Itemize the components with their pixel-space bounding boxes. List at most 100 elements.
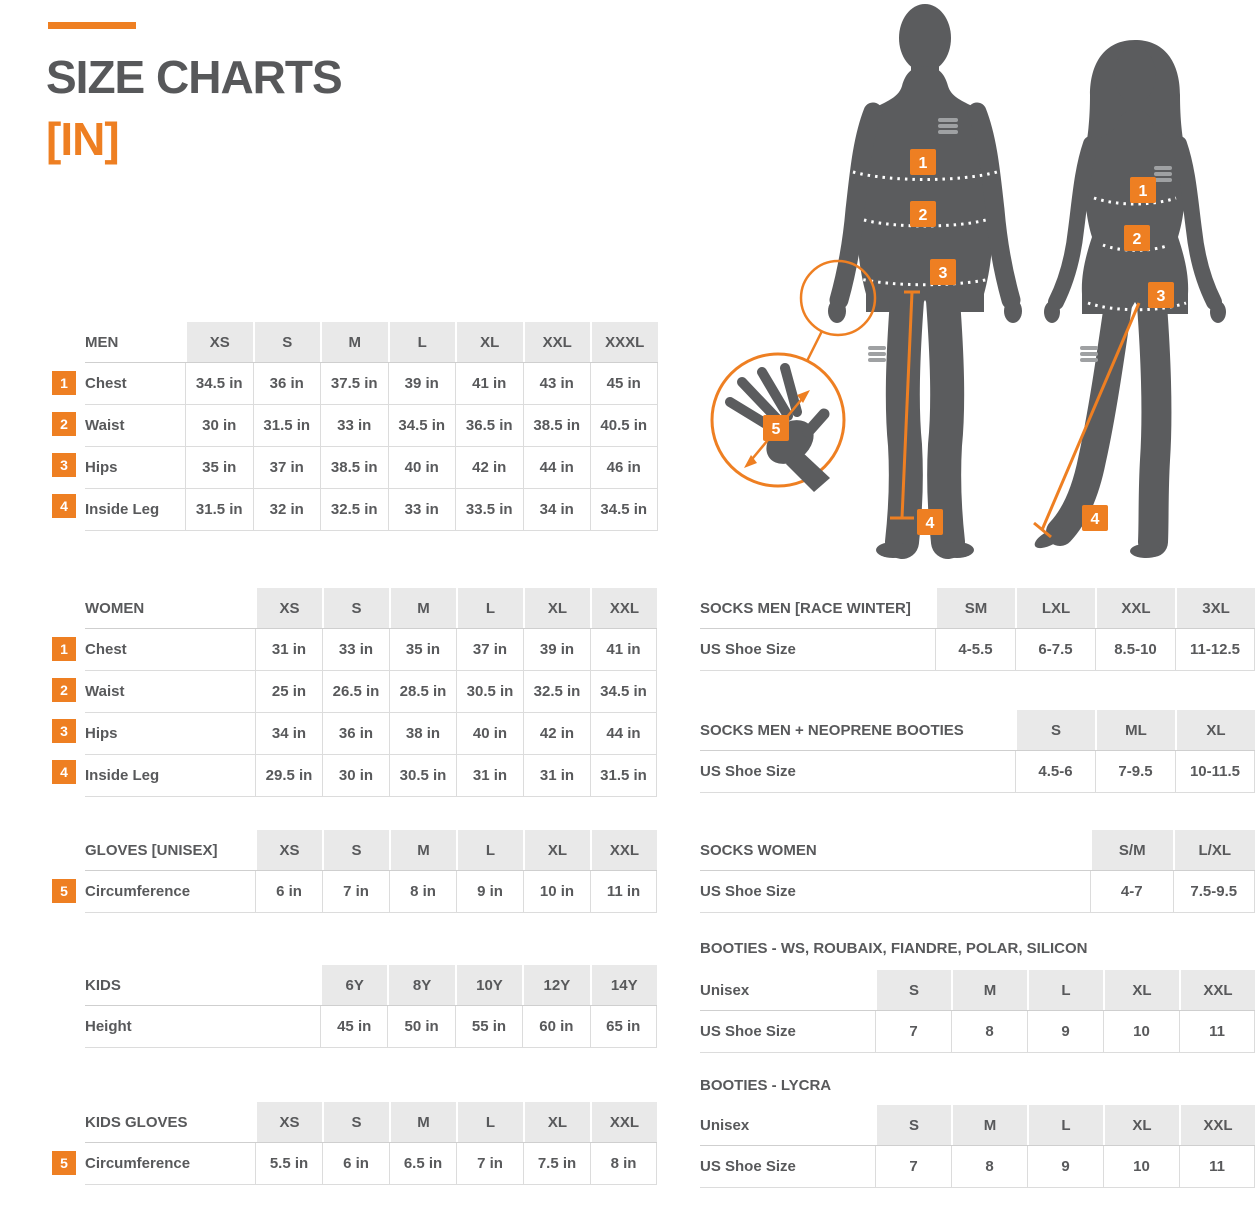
table-men: MEN XS S M L XL XXL XXXL Chest 34.5 in 36 in 37.5 i… bbox=[52, 322, 658, 531]
column-header: XL bbox=[1175, 710, 1255, 750]
column-header: XXXL bbox=[590, 322, 658, 362]
table-name: SOCKS MEN [RACE WINTER] bbox=[700, 599, 911, 617]
table-cell: 36 in bbox=[252, 363, 321, 404]
row-label: Circumference bbox=[85, 1155, 191, 1172]
man-hips-line bbox=[855, 276, 995, 287]
column-header: 10Y bbox=[454, 965, 523, 1005]
man-marker-hips: 3 bbox=[930, 259, 956, 285]
table-row: Height 45 in 50 in 55 in 60 in 65 in bbox=[85, 1006, 657, 1048]
page-subtitle: [IN] bbox=[46, 113, 120, 165]
table-cell: 35 in bbox=[185, 447, 253, 488]
row-badge-5: 5 bbox=[52, 1150, 76, 1175]
row-label: Hips bbox=[85, 725, 118, 742]
page-title: SIZE CHARTS bbox=[46, 51, 343, 103]
table-cell: 37 in bbox=[456, 629, 523, 670]
column-header: L bbox=[1027, 970, 1103, 1010]
table-cell: 9 bbox=[1027, 1146, 1103, 1187]
woman-marker-hips: 3 bbox=[1148, 282, 1174, 308]
table-cell: 38.5 in bbox=[320, 447, 388, 488]
column-header: SM bbox=[935, 588, 1015, 628]
table-cell: 34 in bbox=[255, 713, 322, 754]
column-header: M bbox=[389, 588, 456, 628]
table-cell: 32.5 in bbox=[320, 489, 388, 530]
column-header: L bbox=[387, 322, 455, 362]
table-kids_gloves: KIDS GLOVES XS S M L XL XXL Circumference 5.5 in… bbox=[52, 1102, 657, 1185]
woman-marker-waist: 2 bbox=[1124, 225, 1150, 251]
table-cell: 30 in bbox=[185, 405, 253, 446]
table-cell: 4-5.5 bbox=[935, 629, 1015, 670]
table-cell: 41 in bbox=[455, 363, 523, 404]
table-cell: 8 bbox=[951, 1146, 1027, 1187]
column-header: 6Y bbox=[320, 965, 388, 1005]
column-header: ML bbox=[1095, 710, 1175, 750]
woman-chest-line bbox=[1093, 196, 1177, 206]
table-gloves: GLOVES [UNISEX] XS S M L XL XXL Circumference 6 … bbox=[52, 830, 657, 913]
table-cell: 40 in bbox=[387, 447, 456, 488]
measurement-figure: 1 2 3 4 1 2 3 4 5 bbox=[710, 4, 1226, 559]
table-cell: 8 bbox=[951, 1011, 1027, 1052]
table-cell: 39 in bbox=[387, 363, 456, 404]
table-cell: 10 in bbox=[523, 871, 590, 912]
table-name: SOCKS WOMEN bbox=[700, 841, 817, 859]
row-badge-1: 1 bbox=[52, 636, 76, 661]
section-title-booties_ws: BOOTIES - WS, ROUBAIX, FIANDRE, POLAR, S… bbox=[700, 940, 1088, 957]
table-cell: 44 in bbox=[590, 713, 657, 754]
row-label: Hips bbox=[85, 459, 118, 476]
accent-bar bbox=[48, 22, 136, 29]
inside-leg-lines bbox=[890, 290, 1141, 539]
column-header: S/M bbox=[1090, 830, 1173, 870]
column-header: L bbox=[456, 830, 523, 870]
man-marker-inside-leg: 4 bbox=[917, 509, 943, 535]
table-cell: 34.5 in bbox=[590, 489, 658, 530]
column-header: XXL bbox=[590, 830, 657, 870]
table-cell: 10 bbox=[1103, 1011, 1179, 1052]
woman-marker-chest: 1 bbox=[1130, 177, 1156, 203]
row-label: Chest bbox=[85, 375, 127, 392]
column-header: M bbox=[320, 322, 388, 362]
column-header: XXL bbox=[590, 1102, 657, 1142]
table-cell: 34.5 in bbox=[387, 405, 456, 446]
table-header-row: KIDS 6Y 8Y 10Y 12Y 14Y bbox=[85, 965, 657, 1006]
table-cell: 37 in bbox=[252, 447, 321, 488]
table-cell: 31 in bbox=[255, 629, 322, 670]
svg-text:3: 3 bbox=[1157, 288, 1166, 305]
table-row: Waist 25 in 26.5 in 28.5 in 30.5 in 32.5 in 34… bbox=[85, 671, 657, 713]
table-row: Hips 34 in 36 in 38 in 40 in 42 in 44 in bbox=[85, 713, 657, 755]
table-cell: 34.5 in bbox=[590, 671, 657, 712]
column-header: XL bbox=[455, 322, 523, 362]
table-socks_neo: SOCKS MEN + NEOPRENE BOOTIES S ML XL US Shoe… bbox=[700, 710, 1255, 793]
row-label: Height bbox=[85, 1018, 132, 1035]
table-cell: 8 in bbox=[590, 1143, 657, 1184]
svg-text:2: 2 bbox=[1133, 231, 1142, 248]
column-header: S bbox=[322, 588, 389, 628]
row-badge-4: 4 bbox=[52, 493, 76, 518]
column-header: LXL bbox=[1015, 588, 1095, 628]
table-name: MEN bbox=[85, 333, 119, 351]
table-cell: 7 in bbox=[456, 1143, 523, 1184]
table-cell: 8.5-10 bbox=[1095, 629, 1175, 670]
svg-text:5: 5 bbox=[772, 421, 781, 438]
table-row: Chest 34.5 in 36 in 37.5 in 39 in 41 in 43 in 4… bbox=[85, 363, 658, 405]
table-header-row: KIDS GLOVES XS S M L XL XXL bbox=[85, 1102, 657, 1143]
table-row: Chest 31 in 33 in 35 in 37 in 39 in 41 in bbox=[85, 629, 657, 671]
row-label: Waist bbox=[85, 683, 125, 700]
table-cell: 33.5 in bbox=[455, 489, 523, 530]
column-header: XL bbox=[1103, 970, 1179, 1010]
column-header: S bbox=[252, 322, 320, 362]
table-cell: 65 in bbox=[589, 1006, 657, 1047]
column-header: XS bbox=[255, 588, 322, 628]
table-name: SOCKS MEN + NEOPRENE BOOTIES bbox=[700, 721, 964, 739]
column-header: M bbox=[951, 1105, 1027, 1145]
table-header-row: SOCKS WOMEN S/M L/XL bbox=[700, 830, 1255, 871]
man-inside-leg-line bbox=[900, 291, 914, 519]
table-cell: 42 in bbox=[455, 447, 523, 488]
table-cell: 41 in bbox=[590, 629, 657, 670]
table-booties_ws: Unisex S M L XL XXL US Shoe Size 7 8 9 10 11 bbox=[700, 970, 1255, 1053]
table-cell: 29.5 in bbox=[255, 755, 322, 796]
table-cell: 8 in bbox=[389, 871, 456, 912]
table-cell: 6.5 in bbox=[389, 1143, 456, 1184]
column-header: 3XL bbox=[1175, 588, 1255, 628]
table-cell: 7.5 in bbox=[523, 1143, 590, 1184]
table-row: US Shoe Size 4.5-6 7-9.5 10-11.5 bbox=[700, 751, 1255, 793]
table-cell: 30.5 in bbox=[456, 671, 523, 712]
